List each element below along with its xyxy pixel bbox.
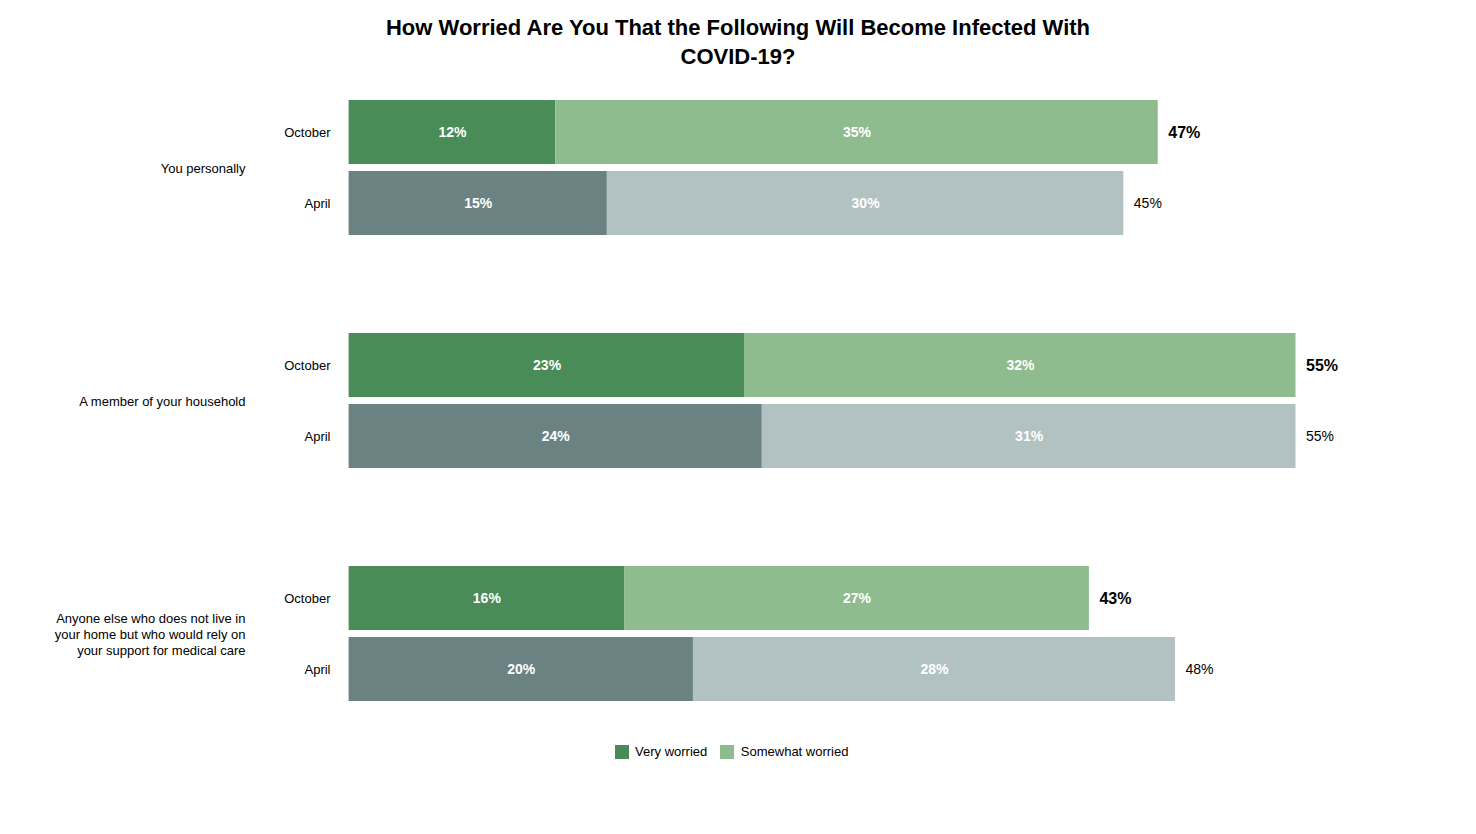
svg-text:30%: 30% [852,195,881,211]
svg-text:27%: 27% [843,590,872,606]
svg-text:23%: 23% [533,357,562,373]
svg-text:47%: 47% [1168,124,1200,141]
svg-text:43%: 43% [1099,590,1131,607]
svg-text:12%: 12% [438,124,467,140]
svg-text:31%: 31% [1015,428,1044,444]
svg-text:A member of your household: A member of your household [79,394,245,409]
svg-text:24%: 24% [542,428,571,444]
svg-text:55%: 55% [1306,428,1334,444]
svg-text:October: October [284,591,331,606]
svg-text:48%: 48% [1185,661,1213,677]
svg-text:32%: 32% [1007,357,1036,373]
html-text:Very worried: Very worried [635,744,708,760]
svg-text:October: October [284,358,331,373]
html-text:Somewhat worried: Somewhat worried [740,744,849,760]
svg-text:You personally: You personally [161,161,246,176]
svg-text:April: April [304,662,330,677]
svg-text:55%: 55% [1306,357,1338,374]
svg-text:Anyone else who does not live: Anyone else who does not live inyour hom… [55,612,246,658]
svg-text:28%: 28% [920,661,949,677]
svg-text:October: October [284,125,331,140]
svg-text:35%: 35% [843,124,872,140]
svg-text:45%: 45% [1134,195,1162,211]
svg-text:16%: 16% [473,590,502,606]
html-text:How Worried Are You That the F: How Worried Are You That the Following W… [386,15,1090,69]
svg-text:15%: 15% [464,195,493,211]
svg-text:April: April [304,196,330,211]
svg-text:20%: 20% [507,661,536,677]
svg-text:April: April [304,429,330,444]
